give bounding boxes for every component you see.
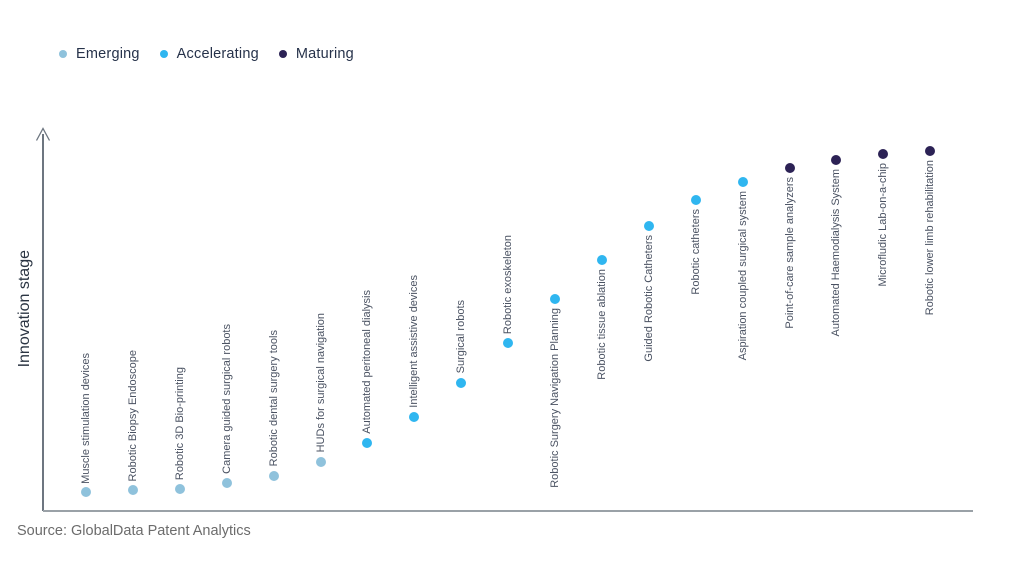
legend-item-emerging: Emerging [59, 46, 140, 62]
legend-item-accelerating: Accelerating [159, 46, 259, 62]
data-point-label: Intelligent assistive devices [408, 275, 421, 408]
data-point-label: Robotic 3D Bio-printing [173, 366, 186, 480]
data-point-label: Robotic dental surgery tools [267, 330, 280, 467]
data-point-dot [643, 220, 654, 231]
legend: Emerging Accelerating Maturing [59, 46, 354, 62]
y-axis-line [42, 134, 44, 511]
data-point-label: Muscle stimulation devices [80, 352, 92, 484]
data-point-dot [596, 254, 607, 265]
data-point-label: Camera guided surgical robots [220, 323, 233, 474]
data-point-dot [221, 477, 232, 488]
data-point-dot [81, 487, 91, 498]
data-point-label: Robotic lower limb rehabilitation [924, 160, 937, 316]
data-point-label: Guided Robotic Catheters [642, 234, 655, 362]
data-point-dot [174, 483, 185, 494]
y-axis-title: Innovation stage [16, 250, 33, 368]
legend-item-maturing: Maturing [278, 46, 354, 62]
data-point-dot [409, 411, 420, 422]
y-axis-arrow-icon [35, 127, 51, 141]
data-point-label: HUDs for surgical navigation [314, 313, 327, 453]
data-point-dot [690, 195, 701, 206]
data-point-dot [268, 470, 279, 481]
data-point-dot [737, 176, 748, 187]
data-point-label: Robotic exoskeleton [502, 234, 515, 334]
data-point-dot [925, 146, 936, 157]
accelerating-dot-icon [159, 50, 168, 58]
data-point-label: Automated peritoneal dialysis [361, 290, 374, 434]
data-point-label: Point-of-care sample analyzers [783, 176, 796, 329]
data-point-dot [550, 293, 560, 304]
legend-label-maturing: Maturing [295, 46, 354, 62]
source-caption: Source: GlobalData Patent Analytics [17, 523, 251, 539]
data-point-dot [831, 155, 842, 165]
maturing-dot-icon [278, 50, 287, 58]
data-point-dot [878, 149, 889, 160]
legend-label-emerging: Emerging [76, 46, 140, 62]
data-point-dot [127, 485, 138, 496]
data-point-label: Automated Haemodialysis System [830, 169, 843, 337]
data-point-dot [456, 377, 467, 388]
data-point-dot [784, 162, 795, 173]
data-point-label: Robotic Biopsy Endoscope [126, 350, 139, 482]
data-point-dot [503, 337, 514, 348]
data-point-label: Microfludic Lab-on-a-chip [877, 163, 890, 287]
data-point-label: Robotic tissue ablation [595, 268, 608, 380]
data-point-dot [315, 456, 326, 467]
data-point-dot [362, 437, 373, 448]
x-axis-baseline [43, 510, 973, 512]
data-point-label: Surgical robots [455, 300, 468, 374]
data-point-label: Robotic catheters [689, 209, 702, 295]
data-point-label: Robotic Surgery Navigation Planning [549, 307, 561, 488]
legend-label-accelerating: Accelerating [176, 46, 259, 62]
emerging-dot-icon [59, 50, 67, 58]
data-point-label: Aspiration coupled surgical system [736, 190, 749, 361]
